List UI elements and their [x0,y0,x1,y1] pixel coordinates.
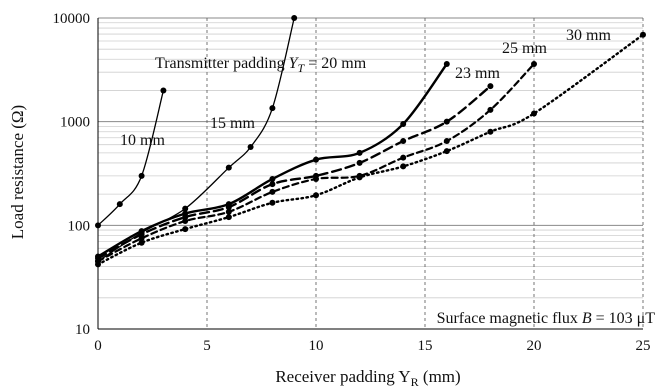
series-label-25mm: 25 mm [502,40,547,57]
data-point [356,159,363,166]
data-point [487,128,494,135]
data-point [138,172,145,179]
x-tick-label: 5 [203,338,211,354]
data-point [160,87,167,94]
data-point [443,148,450,155]
data-point [182,218,189,225]
data-point [531,110,537,117]
data-point [247,143,254,150]
data-point [443,118,450,125]
series-line-3 [96,84,492,260]
data-point [269,181,276,188]
y-tick-label: 1000 [60,115,90,131]
data-point [400,154,407,161]
data-point [95,261,101,268]
x-axis-title: Receiver padding YR (mm) [275,367,460,389]
tick-labels: 0 5 10 15 20 25 10 100 1000 10000 [53,11,651,354]
data-point [356,149,363,156]
series-label-10mm: 10 mm [120,132,165,149]
data-point [225,164,232,171]
data-point [313,156,319,163]
data-point [313,192,319,199]
data-point [269,105,276,112]
data-point [182,226,189,233]
series-label-23mm: 23 mm [455,65,500,82]
series-line-0 [97,89,165,226]
y-tick-label: 10000 [53,11,91,27]
data-point [531,60,537,67]
data-point [487,83,494,90]
y-axis-title: Load resistance (Ω) [8,105,27,239]
data-point [225,208,232,215]
x-tick-label: 20 [527,338,542,354]
data-point [95,222,101,229]
data-point [400,138,407,145]
data-point [291,15,298,21]
data-point [269,199,276,206]
data-point [269,175,276,182]
data-point [443,60,450,67]
data-point [313,175,319,182]
data-point [443,138,450,145]
data-point [269,188,276,195]
data-point [225,214,232,221]
x-tick-label: 0 [94,338,102,354]
series-label-15mm: 15 mm [210,115,255,132]
data-point [640,31,646,38]
series-label-30mm: 30 mm [566,27,611,44]
transmitter-padding-annotation: Transmitter padding YT = 20 mm [155,55,367,75]
data-points [95,15,646,268]
data-point [225,204,232,211]
x-tick-label: 25 [636,338,651,354]
y-tick-label: 10 [75,322,90,338]
grid [98,17,644,330]
data-point [182,205,189,212]
flux-annotation: Surface magnetic flux B = 103 μT [437,310,656,327]
data-point [138,239,145,246]
data-point [400,120,407,127]
y-tick-label: 100 [68,218,91,234]
data-point [138,235,145,242]
data-point [116,201,123,208]
x-tick-label: 10 [309,338,324,354]
x-tick-label: 15 [418,338,433,354]
data-point [487,106,494,113]
data-point [400,163,407,170]
data-point [356,174,363,181]
